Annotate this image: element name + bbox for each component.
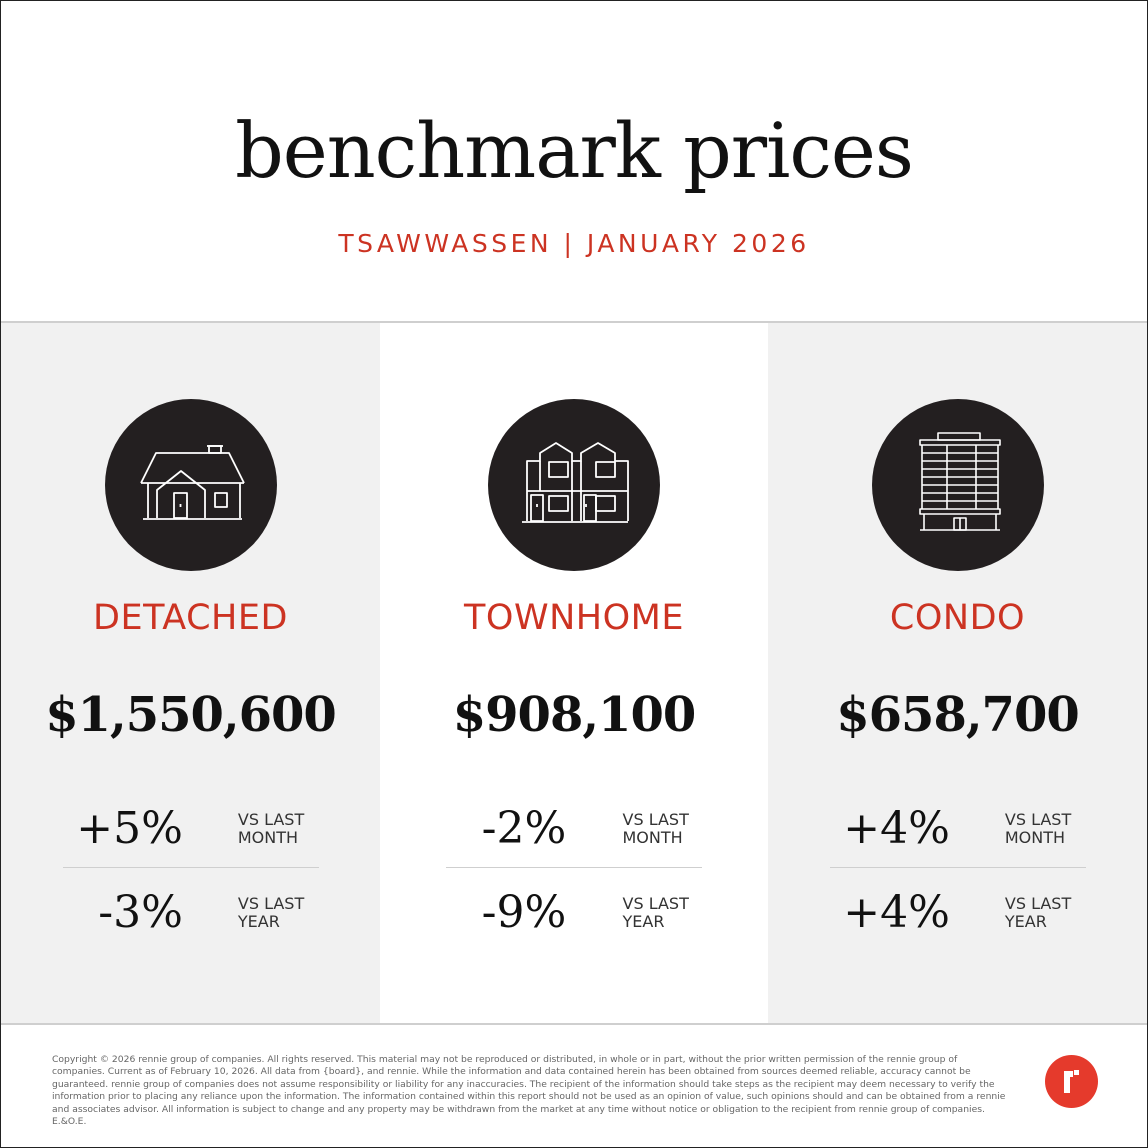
benchmark-panels: DETACHED $1,550,600 +5% VS LAST MONTH -3… (1, 321, 1147, 1025)
panel-detached: DETACHED $1,550,600 +5% VS LAST MONTH -3… (1, 323, 380, 1023)
month-change-percent: +4% (843, 803, 950, 854)
townhome-icon (488, 399, 660, 571)
stat-divider (63, 867, 319, 868)
panel-condo: CONDO $658,700 +4% VS LAST MONTH +4% VS … (768, 323, 1147, 1023)
month-change-label: VS LAST MONTH (622, 810, 689, 847)
month-change-label: VS LAST MONTH (1004, 810, 1072, 847)
page-title: benchmark prices (235, 106, 914, 195)
rennie-logo-icon (1045, 1055, 1098, 1108)
year-change-label: VS LAST YEAR (622, 894, 689, 931)
location-date-subtitle: TSAWWASSEN | JANUARY 2026 (338, 229, 810, 258)
condo-building-icon (871, 399, 1044, 571)
month-change-percent: -2% (481, 803, 567, 854)
year-change-percent: -3% (98, 887, 183, 938)
property-type-label: CONDO (889, 598, 1026, 638)
stat-divider (830, 867, 1086, 868)
panel-townhome: TOWNHOME $908,100 -2% VS LAST MONTH -9% … (380, 323, 768, 1023)
property-type-label: DETACHED (93, 598, 288, 638)
month-change: +5% VS LAST MONTH (1, 799, 380, 859)
copyright-disclaimer: Copyright © 2026 rennie group of compani… (52, 1054, 1006, 1128)
year-change: -3% VS LAST YEAR (1, 883, 380, 943)
benchmark-price: $908,100 (452, 687, 697, 743)
year-change-percent: -9% (481, 887, 567, 938)
year-change-label: VS LAST YEAR (237, 894, 305, 931)
month-change-label: VS LAST MONTH (237, 810, 305, 847)
benchmark-price: $1,550,600 (45, 687, 337, 743)
year-change-label: VS LAST YEAR (1004, 894, 1072, 931)
year-change: -9% VS LAST YEAR (380, 883, 768, 943)
month-change: +4% VS LAST MONTH (768, 799, 1147, 859)
month-change: -2% VS LAST MONTH (380, 799, 768, 859)
detached-house-icon (104, 399, 277, 571)
stat-divider (446, 867, 702, 868)
year-change: +4% VS LAST YEAR (768, 883, 1147, 943)
benchmark-price: $658,700 (836, 687, 1080, 743)
property-type-label: TOWNHOME (464, 598, 684, 638)
month-change-percent: +5% (76, 803, 183, 854)
year-change-percent: +4% (843, 887, 950, 938)
